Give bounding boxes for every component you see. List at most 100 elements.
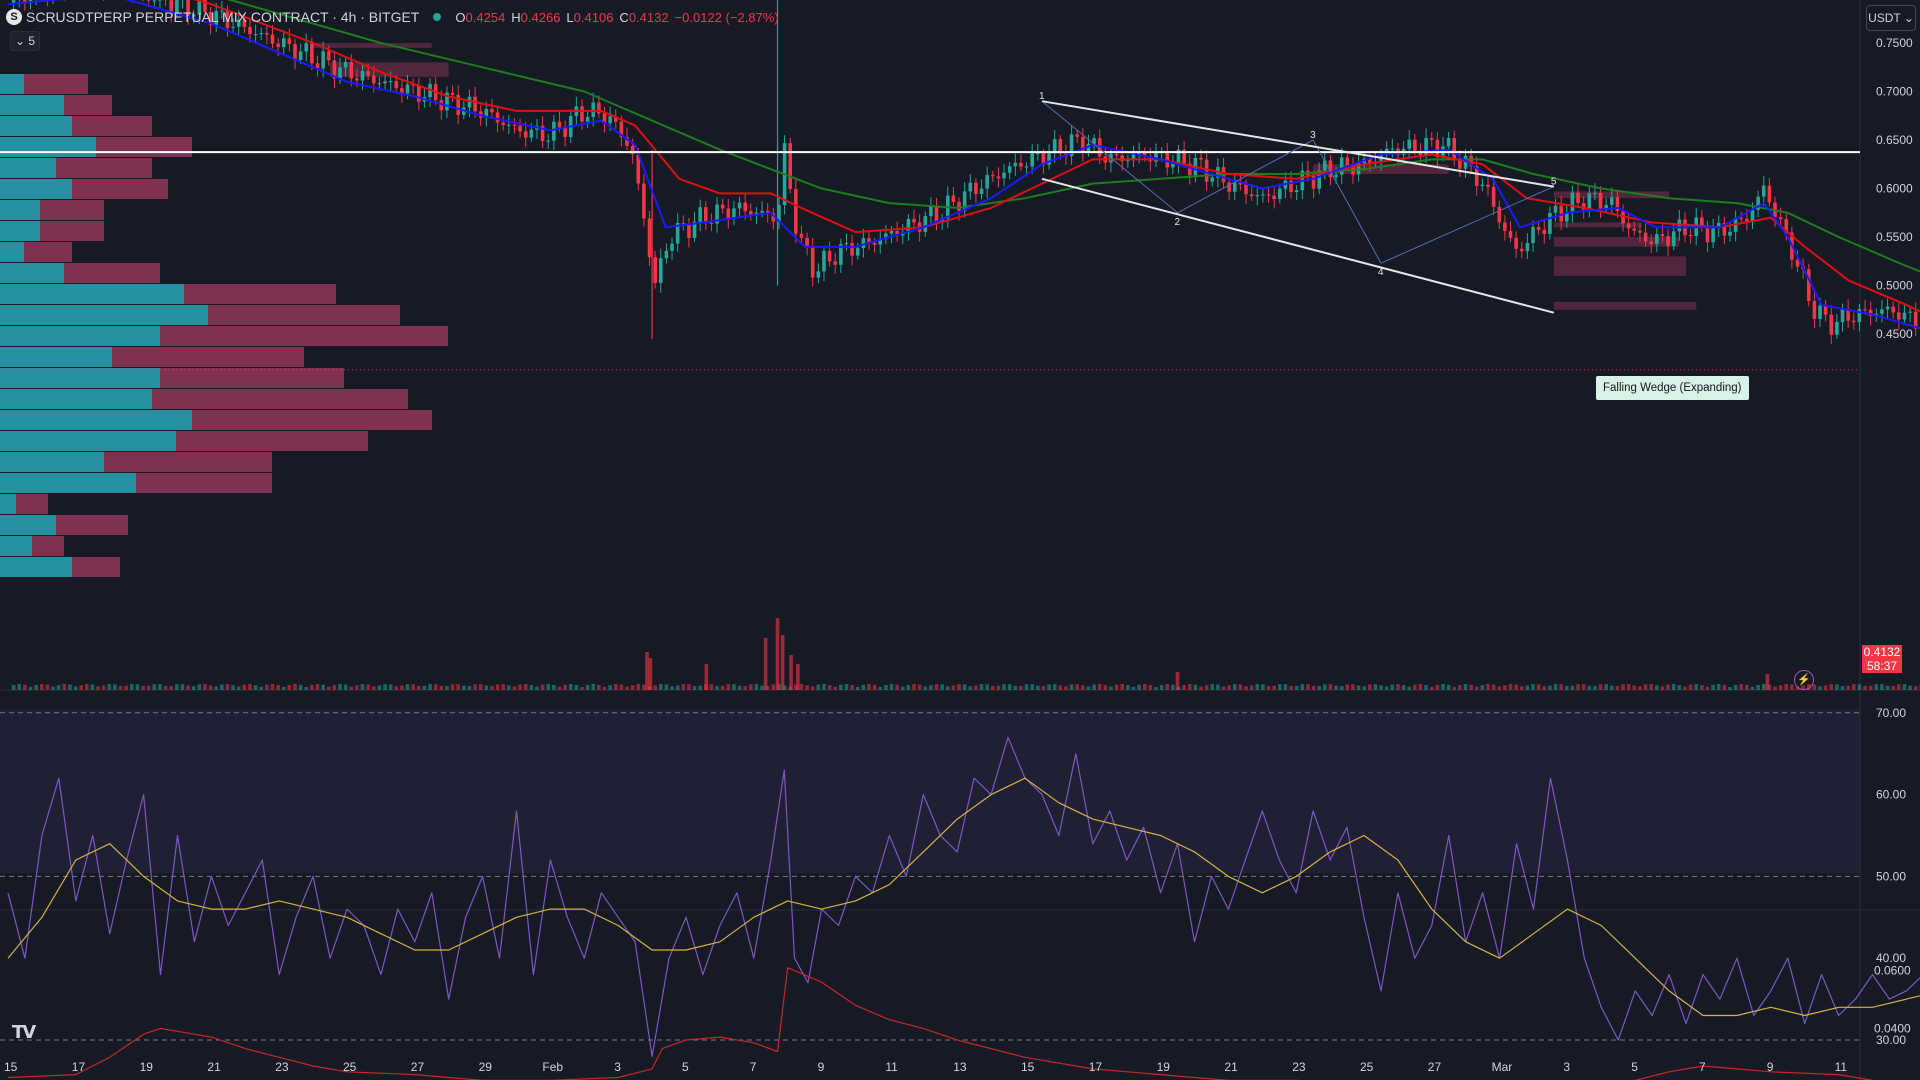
candle-body [467, 96, 472, 108]
wedge-point-label: 2 [1175, 217, 1181, 228]
candle-body [1840, 308, 1845, 323]
candle-body [281, 38, 286, 48]
symbol-title[interactable]: SCRUSDTPERP PERPETUAL MIX CONTRACT · 4h … [26, 9, 420, 25]
volume-bar [68, 684, 72, 690]
volume-bar [371, 686, 376, 690]
candle-body [1368, 158, 1372, 164]
pattern-label[interactable]: Falling Wedge (Expanding) [1596, 376, 1749, 400]
volume-bar [490, 686, 494, 690]
volume-bar [765, 686, 770, 690]
volume-profile-up-bar [0, 368, 160, 388]
volume-bar [1722, 684, 1727, 690]
candle-body [788, 143, 793, 190]
volume-profile-up-bar [0, 263, 64, 283]
volume-bar [957, 684, 961, 690]
time-axis-tick: 3 [1563, 1060, 1570, 1074]
volume-profile-down-bar [24, 74, 88, 94]
candle-body [1818, 305, 1822, 319]
volume-bar [1238, 684, 1243, 690]
volume-bar [1868, 685, 1873, 690]
volume-bar [1519, 686, 1524, 690]
volume-bar [445, 685, 449, 690]
currency-selector[interactable]: USDT ⌄ [1866, 5, 1916, 31]
candle-body [861, 238, 866, 249]
volume-bar [214, 686, 219, 690]
candle-body [1407, 139, 1412, 149]
tradingview-logo[interactable]: TV [12, 1022, 36, 1043]
volume-bar [90, 684, 95, 690]
candle-body [833, 261, 838, 265]
volume-bar [1581, 684, 1586, 690]
volume-profile-up-bar [0, 389, 152, 409]
candle-body [1902, 312, 1907, 320]
volume-profile-down-bar [32, 536, 64, 556]
volume-bar [737, 685, 742, 690]
candle-body [1244, 184, 1248, 195]
volume-bar [653, 685, 657, 690]
candle-body [794, 189, 798, 234]
candle-body [1255, 195, 1260, 197]
volume-bar [79, 685, 83, 690]
candle-body [1266, 194, 1271, 196]
volume-bar [529, 685, 534, 690]
volume-bar [1114, 684, 1119, 690]
volume-bar [912, 684, 916, 690]
volume-bar [1154, 686, 1158, 690]
volume-bar [1486, 684, 1490, 690]
candle-body [1058, 139, 1063, 154]
candle-body [1002, 172, 1006, 179]
candle-body [1688, 235, 1693, 237]
candle-body [687, 223, 691, 238]
candle-body [540, 125, 545, 142]
lightning-icon[interactable]: ⚡ [1794, 670, 1814, 690]
wedge-point-label: 4 [1378, 267, 1384, 278]
time-axis-tick: 17 [1089, 1060, 1103, 1074]
volume-bar [580, 686, 584, 690]
volume-bar [462, 685, 466, 690]
candle-body [771, 213, 776, 222]
candle-body [225, 10, 230, 28]
candle-body [1531, 226, 1535, 243]
indicators-collapse-button[interactable]: ⌄ 5 [10, 31, 41, 51]
volume-bar [1671, 684, 1676, 690]
candle-body [1052, 139, 1057, 154]
candle-body [585, 116, 590, 122]
volume-bar [763, 638, 768, 690]
volume-bar [780, 635, 785, 690]
candle-body [146, 0, 151, 1]
candle-body [1897, 312, 1901, 320]
time-axis-tick: 19 [1157, 1060, 1171, 1074]
volume-bar [1036, 685, 1040, 690]
volume-bar [1407, 686, 1412, 690]
volume-bar [1536, 684, 1541, 690]
volume-bar [1187, 684, 1192, 690]
candle-body [1643, 232, 1648, 242]
time-axis-tick: 25 [343, 1060, 357, 1074]
candle-body [923, 216, 928, 232]
volume-bar [495, 684, 500, 690]
volume-bar [1356, 685, 1361, 690]
candle-body [1576, 192, 1580, 204]
volume-bar [934, 684, 939, 690]
volume-bar [1694, 684, 1699, 690]
candle-body [1812, 300, 1817, 319]
candle-body [934, 206, 939, 223]
ohlc-low: L0.4106 [566, 9, 614, 25]
volume-bar [1424, 684, 1428, 690]
candle-body [1519, 248, 1524, 252]
candle-body [377, 83, 382, 85]
candle-body [169, 0, 173, 13]
volume-bar [1514, 684, 1518, 690]
candle-body [1486, 184, 1490, 187]
volume-bar [1660, 686, 1665, 690]
volume-profile-up-bar [0, 431, 176, 451]
volume-bar [844, 684, 849, 690]
volume-bar [326, 686, 331, 690]
price-axis-tick: 0.7000 [1876, 85, 1913, 99]
volume-bar [1621, 684, 1625, 690]
volume-profile-up-bar [0, 557, 72, 577]
volume-bar [850, 684, 854, 690]
candle-body [1041, 152, 1046, 165]
candle-body [445, 92, 449, 111]
